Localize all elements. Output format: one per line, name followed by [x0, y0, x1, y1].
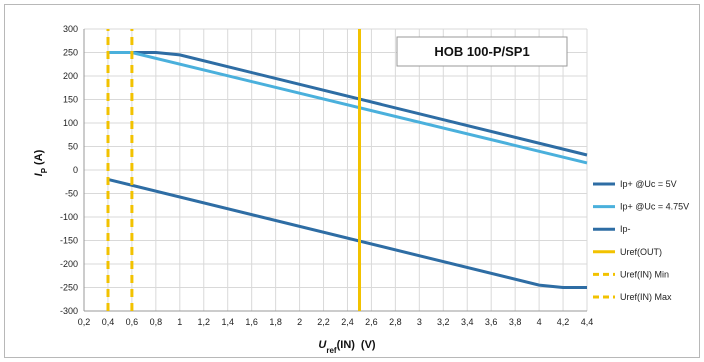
x-tick-label: 1,6 [245, 317, 258, 327]
x-tick-label: 0,8 [150, 317, 163, 327]
y-tick-label: -300 [60, 306, 78, 316]
y-axis-title: IP (A) [33, 149, 49, 176]
y-axis-title-main: I [33, 172, 45, 176]
legend-label-4: Uref(IN) Min [620, 269, 669, 279]
x-tick-label: 4 [537, 317, 542, 327]
chart-annotation: HOB 100-P/SP1 [396, 36, 568, 67]
x-tick-label: 2,4 [341, 317, 354, 327]
y-tick-label: -50 [65, 189, 78, 199]
y-tick-label: -250 [60, 283, 78, 293]
x-axis-title-sub: ref [326, 346, 337, 355]
x-tick-label: 4,2 [557, 317, 570, 327]
x-tick-label: 3 [417, 317, 422, 327]
x-axis-title-main: U [318, 339, 327, 351]
x-tick-label: 0,6 [126, 317, 139, 327]
x-tick-label: 1,8 [269, 317, 282, 327]
x-tick-label: 3,2 [437, 317, 450, 327]
y-tick-label: 200 [63, 71, 78, 81]
y-tick-label: -200 [60, 259, 78, 269]
x-tick-label: 4,4 [581, 317, 594, 327]
legend-label-5: Uref(IN) Max [620, 292, 672, 302]
y-tick-label: 150 [63, 95, 78, 105]
series-line-2 [107, 177, 587, 289]
x-tick-label: 3,4 [461, 317, 474, 327]
x-tick-label: 1 [177, 317, 182, 327]
tick-layer: 300 250 200 150 100 50 0 -50 -100 -150 -200 -250 -30… [60, 24, 593, 327]
x-tick-label: 2,8 [389, 317, 402, 327]
y-axis-title-sub: P [40, 167, 49, 173]
annotation-text: HOB 100-P/SP1 [434, 44, 529, 59]
x-axis-title-unit: (V) [361, 339, 376, 351]
x-tick-label: 2,6 [365, 317, 378, 327]
x-tick-label: 3,8 [509, 317, 522, 327]
y-tick-label: 100 [63, 118, 78, 128]
x-axis-title-rest: (IN) [337, 339, 356, 351]
x-tick-label: 1,2 [198, 317, 211, 327]
grid-layer [83, 28, 588, 312]
x-tick-label: 0,2 [78, 317, 91, 327]
y-tick-label: -150 [60, 236, 78, 246]
x-tick-label: 1,4 [221, 317, 234, 327]
x-tick-label: 2 [297, 317, 302, 327]
x-tick-label: 2,2 [317, 317, 330, 327]
legend-label-3: Uref(OUT) [620, 247, 662, 257]
y-tick-label: 50 [68, 142, 78, 152]
series-layer [106, 29, 588, 311]
x-tick-label: 0,4 [102, 317, 115, 327]
y-tick-label: 250 [63, 48, 78, 58]
x-axis-title: Uref(IN) (V) [318, 339, 376, 355]
legend-label-0: Ip+ @Uc = 5V [620, 179, 677, 189]
y-tick-label: 300 [63, 24, 78, 34]
legend-label-2: Ip- [620, 224, 631, 234]
y-tick-label: 0 [73, 165, 78, 175]
legend-label-1: Ip+ @Uc = 4.75V [620, 202, 689, 212]
y-axis-title-unit: (A) [33, 149, 45, 165]
legend: Ip+ @Uc = 5V Ip+ @Uc = 4.75V Ip- Uref(OUT) U… [593, 179, 689, 302]
x-tick-label: 3,6 [485, 317, 498, 327]
y-tick-label: -100 [60, 212, 78, 222]
